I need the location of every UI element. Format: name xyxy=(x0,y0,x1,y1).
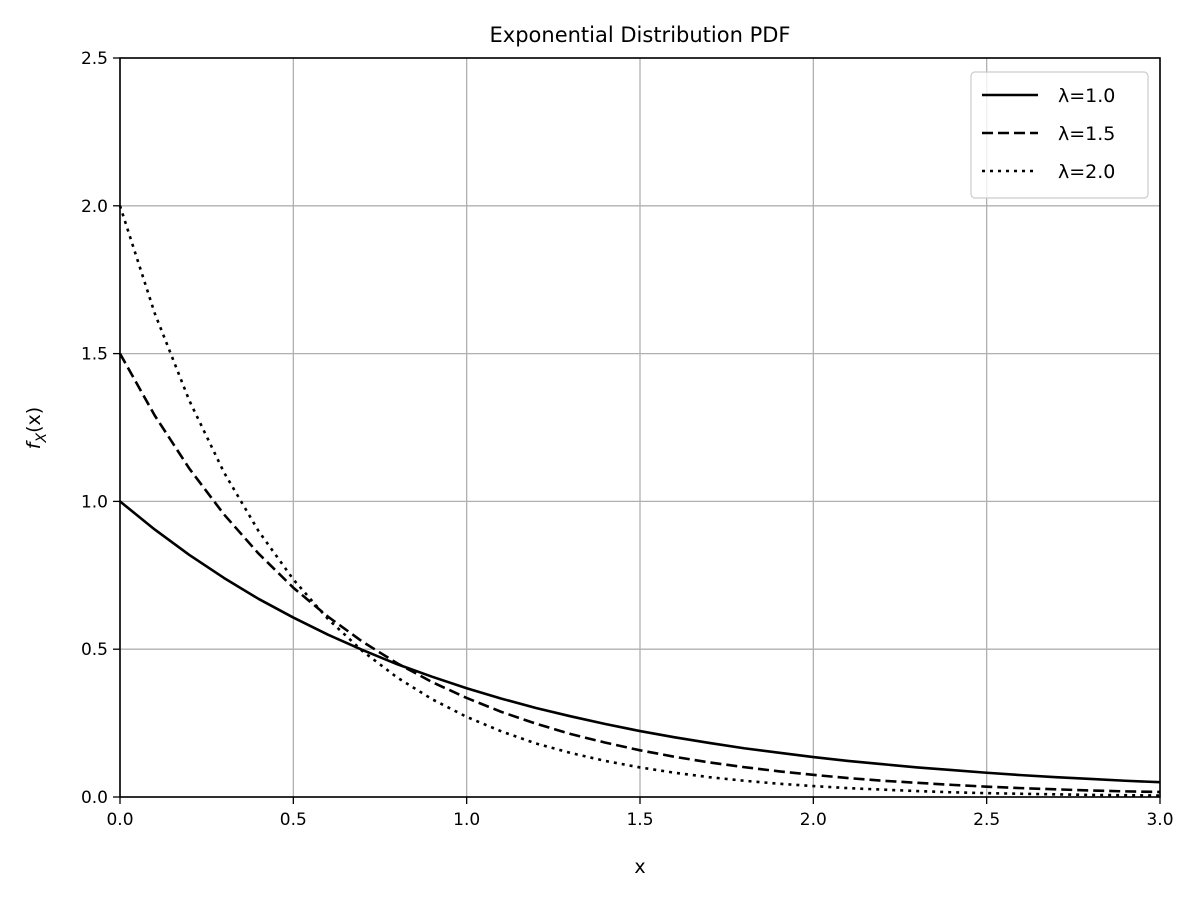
x-tick-label: 0.5 xyxy=(280,810,307,830)
x-tick-label: 2.5 xyxy=(973,810,1000,830)
series-line-3 xyxy=(118,205,1161,797)
legend-label-2: λ=1.5 xyxy=(1058,123,1115,145)
x-tick-label: 0.0 xyxy=(106,810,133,830)
y-axis-label-subscript: X xyxy=(34,432,50,443)
series-line-2 xyxy=(118,352,1161,794)
x-tick-label: 3.0 xyxy=(1146,810,1173,830)
y-axis-label-main: f xyxy=(23,439,45,449)
legend-label-1: λ=1.0 xyxy=(1058,85,1115,107)
y-tick-label: 2.5 xyxy=(81,49,108,69)
y-tick-label: 1.0 xyxy=(81,492,108,512)
series-lines xyxy=(118,205,1161,797)
y-tick-label: 0.0 xyxy=(81,788,108,808)
y-axis-ticks: 0.0 0.5 1.0 1.5 2.0 2.5 xyxy=(81,49,120,808)
chart-title: Exponential Distribution PDF xyxy=(490,23,791,47)
x-tick-label: 1.0 xyxy=(453,810,480,830)
legend-label-3: λ=2.0 xyxy=(1058,161,1115,183)
x-axis-ticks: 0.0 0.5 1.0 1.5 2.0 2.5 3.0 xyxy=(106,797,1174,830)
y-axis-label-argument: (x) xyxy=(23,407,45,433)
legend: λ=1.0 λ=1.5 λ=2.0 xyxy=(970,71,1149,199)
y-axis-label: fX(x) xyxy=(23,407,50,449)
x-tick-label: 2.0 xyxy=(800,810,827,830)
y-tick-label: 1.5 xyxy=(81,345,108,365)
y-tick-label: 2.0 xyxy=(81,197,108,217)
y-tick-label: 0.5 xyxy=(81,640,108,660)
x-tick-label: 1.5 xyxy=(626,810,653,830)
legend-box xyxy=(970,71,1149,199)
series-line-1 xyxy=(119,500,1161,784)
legend-items: λ=1.0 λ=1.5 λ=2.0 xyxy=(982,85,1115,183)
x-axis-label: x xyxy=(634,856,645,878)
